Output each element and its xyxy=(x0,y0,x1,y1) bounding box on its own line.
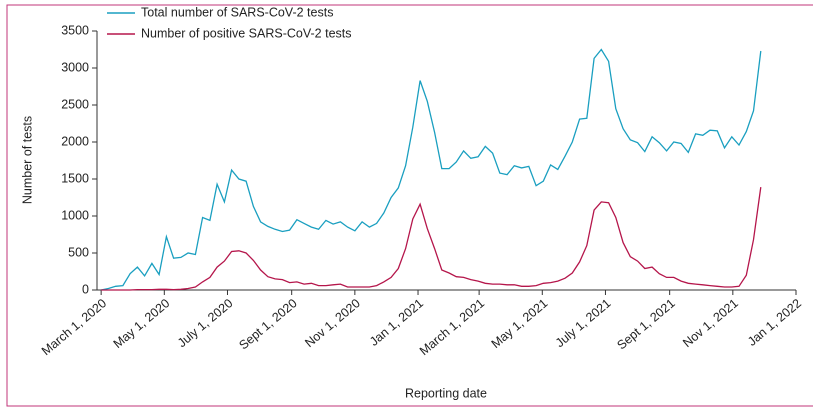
x-tick-label: May 1, 2021 xyxy=(489,296,551,351)
legend-label: Number of positive SARS-CoV-2 tests xyxy=(141,26,352,40)
legend-label: Total number of SARS-CoV-2 tests xyxy=(141,5,333,19)
y-tick-label: 0 xyxy=(82,282,89,296)
x-tick-label: Sept 1, 2021 xyxy=(614,296,677,352)
x-tick-label: Jan 1, 2022 xyxy=(745,296,804,349)
y-tick-label: 2000 xyxy=(61,134,89,148)
y-tick-label: 2500 xyxy=(61,97,89,111)
y-tick-label: 500 xyxy=(68,245,89,259)
x-tick-label: Sept 1, 2020 xyxy=(236,296,299,352)
y-tick-label: 3000 xyxy=(61,60,89,74)
x-tick-label: July 1, 2020 xyxy=(175,296,236,350)
series-line xyxy=(101,187,762,291)
x-tick-label: Nov 1, 2021 xyxy=(680,296,741,350)
series-line xyxy=(100,48,762,291)
x-axis-label: Reporting date xyxy=(405,386,487,400)
y-axis-label: Number of tests xyxy=(20,116,34,204)
x-tick-label: Jan 1, 2021 xyxy=(367,296,426,349)
x-tick-label: July 1, 2021 xyxy=(553,296,614,350)
x-tick-label: May 1, 2020 xyxy=(111,296,173,351)
y-tick-label: 3500 xyxy=(61,23,89,37)
frame xyxy=(6,4,813,407)
x-tick-label: March 1, 2021 xyxy=(417,296,487,358)
y-tick-label: 1500 xyxy=(61,171,89,185)
x-tick-label: March 1, 2020 xyxy=(39,296,109,358)
y-tick-label: 1000 xyxy=(61,208,89,222)
x-tick-label: Nov 1, 2020 xyxy=(302,296,363,350)
